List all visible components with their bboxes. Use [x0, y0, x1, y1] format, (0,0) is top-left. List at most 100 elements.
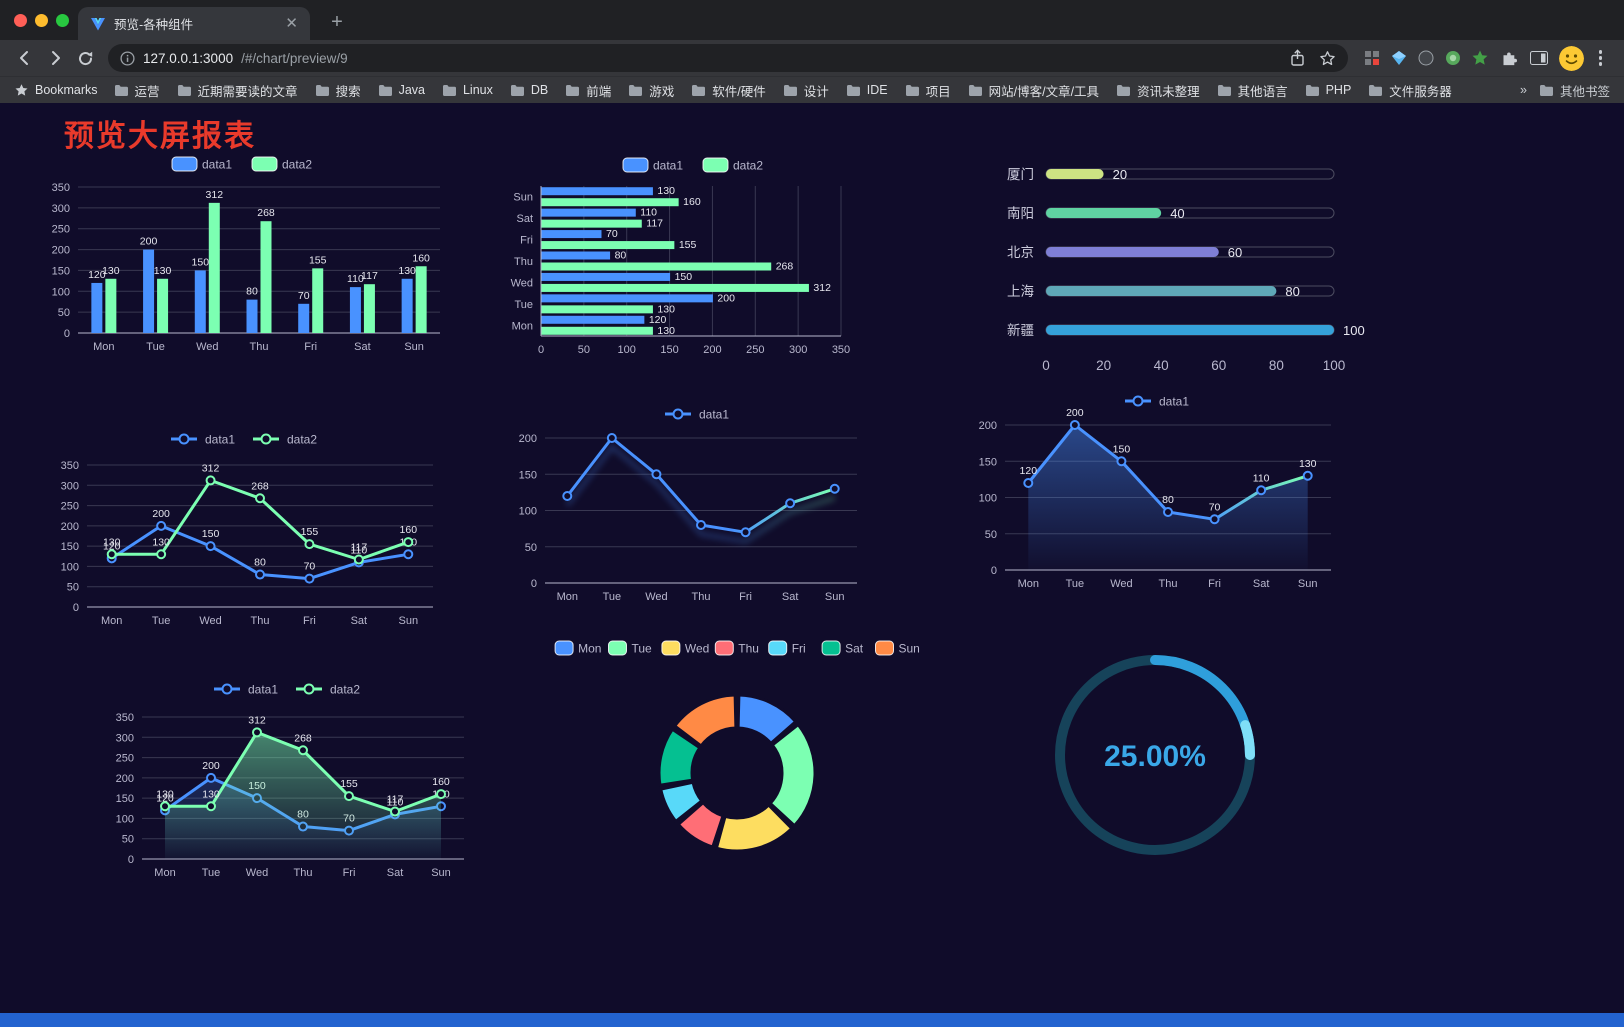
bar-data1[interactable]: [401, 278, 413, 333]
legend-item-Wed[interactable]: Wed: [661, 640, 709, 656]
tab-close-icon[interactable]: ✕: [285, 15, 298, 32]
bookmarks-overflow-chevron[interactable]: »: [1520, 83, 1527, 97]
bar-data2[interactable]: [363, 284, 375, 333]
data-point[interactable]: [1023, 478, 1034, 488]
chart-progress-bars[interactable]: 厦门 20 南阳 40 北京 60 上海 80 新疆 100 0 20 40 60 80 100: [988, 153, 1365, 391]
data-point[interactable]: [304, 539, 315, 550]
data-point[interactable]: [106, 549, 117, 560]
bookmark-folder-7[interactable]: 游戏: [628, 81, 674, 100]
data-point[interactable]: [436, 789, 446, 800]
forward-button[interactable]: [40, 43, 70, 73]
legend-item-data1[interactable]: data1: [1125, 395, 1189, 409]
address-bar[interactable]: 127.0.0.1:3000 /#/chart/preview/9: [108, 44, 1348, 72]
chart-donut[interactable]: Mon Tue Wed Thu Fri Sat Sun: [543, 633, 931, 873]
bookmark-folder-3[interactable]: Java: [378, 83, 425, 97]
data-point[interactable]: [740, 527, 751, 538]
legend-item-Thu[interactable]: Thu: [714, 640, 759, 656]
data-point[interactable]: [160, 801, 170, 812]
data-point[interactable]: [252, 727, 262, 738]
bar-data1[interactable]: [143, 249, 155, 333]
data-point[interactable]: [1302, 470, 1313, 481]
chart-area-two-series[interactable]: data1 data2 0 50 100 150 200 250 300 350 Mon Tue Wed…: [98, 673, 480, 893]
profile-avatar[interactable]: [1558, 45, 1584, 71]
progress-fill-上海[interactable]: [1046, 286, 1277, 296]
bar-data1[interactable]: [541, 294, 713, 303]
donut-slice-Wed[interactable]: [714, 803, 794, 853]
bar-data2[interactable]: [208, 202, 220, 333]
legend-item-Fri[interactable]: Fri: [768, 640, 806, 656]
data-point[interactable]: [205, 475, 216, 486]
data-point[interactable]: [1116, 456, 1127, 467]
extension-icon-5[interactable]: [1472, 50, 1488, 66]
bookmark-folder-1[interactable]: 近期需要读的文章: [177, 81, 298, 100]
data-point[interactable]: [1256, 485, 1267, 496]
bookmark-folder-11[interactable]: 项目: [905, 81, 951, 100]
data-point[interactable]: [696, 520, 706, 530]
donut-slice-Mon[interactable]: [736, 693, 798, 745]
chart-line-single[interactable]: data1 0 50 100 150 200 Mon Tue Wed Thu Fri Sat Sun: [503, 398, 895, 613]
bar-data2[interactable]: [541, 326, 653, 335]
progress-fill-厦门[interactable]: [1046, 169, 1104, 179]
bookmark-folder-4[interactable]: Linux: [442, 83, 493, 97]
bookmark-folder-8[interactable]: 软件/硬件: [691, 81, 766, 100]
bar-data1[interactable]: [298, 303, 310, 333]
data-point[interactable]: [651, 469, 662, 480]
window-zoom-button[interactable]: [56, 14, 69, 27]
data-point[interactable]: [606, 433, 617, 443]
legend-item-Sun[interactable]: Sun: [875, 640, 920, 656]
chart-line-two-series[interactable]: data1 data2 0 50 100 150 200 250 300 350 Mon Tue Wed…: [45, 423, 447, 641]
progress-fill-南阳[interactable]: [1046, 208, 1162, 218]
donut-slice-Sun[interactable]: [673, 693, 738, 748]
bookmark-folder-16[interactable]: 文件服务器: [1368, 81, 1452, 100]
data-point[interactable]: [156, 549, 167, 560]
bar-data2[interactable]: [541, 262, 772, 271]
data-point[interactable]: [255, 569, 265, 580]
data-point[interactable]: [403, 537, 414, 548]
bar-data1[interactable]: [541, 272, 671, 281]
bookmark-folder-12[interactable]: 网站/博客/文章/工具: [968, 81, 1099, 100]
data-point[interactable]: [304, 573, 315, 584]
site-info-icon[interactable]: [120, 50, 135, 66]
donut-slice-Sat[interactable]: [657, 727, 702, 787]
bar-data1[interactable]: [541, 208, 636, 217]
bookmark-folder-9[interactable]: 设计: [783, 81, 829, 100]
chart-grouped-bar[interactable]: data1 data2 0 50 100 150 200 250 300 350 Mon 120 130…: [38, 145, 450, 363]
bookmark-star-icon[interactable]: [1319, 50, 1336, 67]
bar-data2[interactable]: [541, 283, 809, 292]
legend-item-data2[interactable]: data2: [702, 157, 763, 173]
legend-item-data2[interactable]: data2: [251, 156, 312, 172]
bar-data2[interactable]: [541, 241, 675, 250]
bar-data2[interactable]: [105, 278, 117, 333]
data-point[interactable]: [206, 772, 216, 783]
chart-area-single[interactable]: data1 0 50 100 150 200 Mon Tue Wed Thu Fri Sat Sun 12…: [963, 385, 1355, 600]
bar-data2[interactable]: [312, 268, 324, 333]
bar-data1[interactable]: [541, 251, 611, 260]
legend-item-Tue[interactable]: Tue: [608, 640, 653, 656]
bookmark-folder-10[interactable]: IDE: [846, 83, 888, 97]
extension-icon-3[interactable]: [1418, 50, 1434, 66]
legend-item-Sat[interactable]: Sat: [821, 640, 864, 656]
window-close-button[interactable]: [14, 14, 27, 27]
data-point[interactable]: [1209, 514, 1220, 525]
bar-data2[interactable]: [541, 305, 653, 314]
bookmark-folder-0[interactable]: 运营: [114, 81, 160, 100]
data-point[interactable]: [206, 801, 216, 812]
legend-item-data1[interactable]: data1: [171, 433, 235, 447]
bookmark-folder-2[interactable]: 搜索: [315, 81, 361, 100]
bookmark-folder-5[interactable]: DB: [510, 83, 548, 97]
data-point[interactable]: [785, 498, 796, 509]
legend-item-data1[interactable]: data1: [214, 683, 278, 697]
extensions-puzzle-icon[interactable]: [1499, 48, 1519, 68]
legend-item-data1[interactable]: data1: [171, 156, 232, 172]
data-point[interactable]: [1163, 507, 1173, 517]
bar-data2[interactable]: [541, 219, 642, 228]
bar-data1[interactable]: [246, 299, 258, 333]
bar-data2[interactable]: [260, 221, 272, 333]
data-point[interactable]: [390, 806, 400, 817]
bar-data1[interactable]: [541, 230, 602, 239]
bar-data2[interactable]: [415, 266, 427, 333]
bar-data1[interactable]: [194, 270, 206, 333]
chart-gauge[interactable]: 25.00%: [1033, 636, 1277, 876]
bookmark-folder-14[interactable]: 其他语言: [1217, 81, 1288, 100]
bar-data1[interactable]: [541, 315, 645, 324]
